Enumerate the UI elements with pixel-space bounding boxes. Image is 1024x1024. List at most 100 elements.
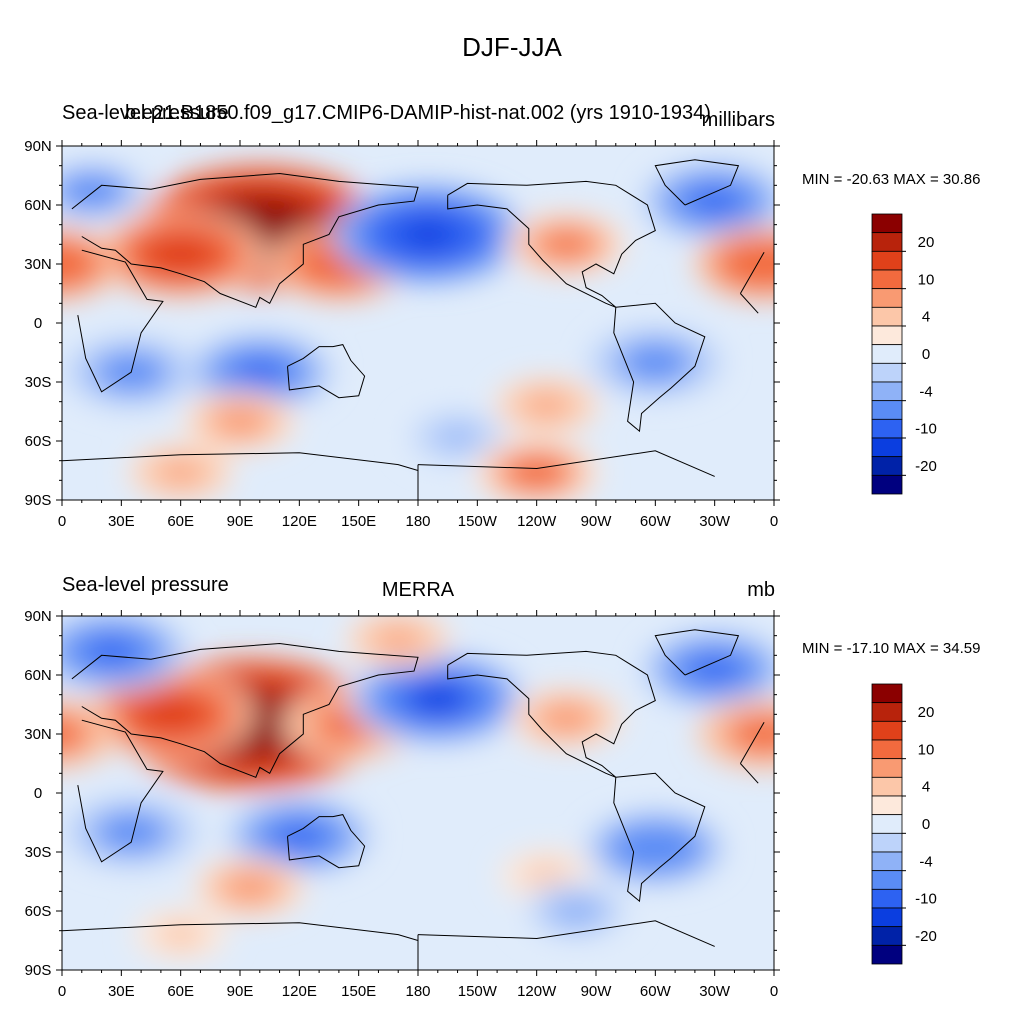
anomaly-contour-wrap-6-2 <box>62 717 84 751</box>
anomaly-contour-13-1 <box>530 866 563 885</box>
anomaly-contour-11-1 <box>529 395 564 416</box>
colorbar-label: -20 <box>915 928 937 945</box>
anomaly-contour-15-1 <box>164 925 197 944</box>
colorbar-label: 10 <box>918 741 935 758</box>
colorbar-box <box>871 851 903 872</box>
colorbar-box <box>871 306 903 327</box>
coastline-0-1 <box>77 719 164 863</box>
colorbar-box <box>871 888 903 909</box>
anomaly-contour-9-1 <box>635 351 676 374</box>
x-tick-label: 0 <box>58 983 66 1000</box>
colorbar-box <box>871 944 903 965</box>
x-tick-label: 60E <box>167 513 194 530</box>
colorbar-box <box>871 418 903 439</box>
anomaly-contour-9-1 <box>278 824 321 848</box>
coastline-3-0 <box>447 650 656 778</box>
colorbar-box <box>871 250 903 271</box>
coastline-0-0 <box>739 251 765 294</box>
anomaly-contour-1-1 <box>157 241 204 267</box>
anomaly-contour-15-1 <box>72 180 111 202</box>
coastline-4-0 <box>613 302 706 433</box>
slp-field <box>62 616 774 970</box>
anomaly-contour-5-1 <box>547 233 585 255</box>
y-tick-label: 0 <box>34 785 42 802</box>
anomaly-contour-3-1 <box>402 220 454 249</box>
colorbar-box <box>871 683 903 704</box>
colorbar-box <box>871 437 903 458</box>
coastline-5-0 <box>654 159 740 206</box>
anomaly-contour-12-1 <box>232 877 268 898</box>
colorbar-label: -10 <box>915 421 937 438</box>
y-tick-label: 60S <box>25 903 52 920</box>
panel1-map: 0 30E 60E 90E 120E 150E 180 150W 120W 90W 60W 30W 09… <box>24 138 937 530</box>
coastline-6-1 <box>62 922 419 970</box>
anomaly-contour-4-1 <box>693 189 736 213</box>
coastline-6-0 <box>417 920 715 947</box>
colorbar-box <box>871 325 903 346</box>
coastline-1-3 <box>71 642 419 778</box>
coastline-3-0 <box>447 180 656 308</box>
x-tick-label: 30E <box>108 513 135 530</box>
colorbar-box <box>871 702 903 722</box>
y-tick-label: 30S <box>25 374 52 391</box>
y-tick-label: 30S <box>25 844 52 861</box>
coastline-0-1 <box>77 249 164 393</box>
panel2-map: 0 30E 60E 90E 120E 150E 180 150W 120W 90W 60W 30W 09… <box>24 608 937 1000</box>
colorbar-box <box>871 213 903 234</box>
x-tick-label: 60W <box>640 983 672 1000</box>
anomaly-contour-wrap-6-2 <box>62 247 85 281</box>
colorbar-box <box>871 269 903 290</box>
x-tick-label: 90E <box>227 513 254 530</box>
coastline-6-1 <box>62 452 419 500</box>
colorbar: 20 10 4 0 -4 -10 -20 <box>871 213 937 495</box>
anomaly-contour-wrap-6-1 <box>62 724 72 744</box>
x-tick-label: 180 <box>405 983 430 1000</box>
anomaly-contour-5-1 <box>548 708 585 729</box>
anomaly-contour-11-1 <box>634 836 676 860</box>
x-tick-label: 0 <box>770 513 778 530</box>
colorbar-box <box>871 907 903 928</box>
colorbar-box <box>871 795 903 816</box>
x-tick-label: 120E <box>282 983 317 1000</box>
x-tick-label: 180 <box>405 513 430 530</box>
panel1-minmax-label: MIN = -20.63 MAX = 30.86 <box>802 171 981 188</box>
coastline-0-0 <box>739 721 765 764</box>
y-tick-label: 0 <box>34 315 42 332</box>
x-tick-label: 90W <box>581 513 613 530</box>
x-tick-label: 120W <box>517 983 557 1000</box>
colorbar-box <box>871 344 903 364</box>
x-tick-label: 150W <box>458 513 498 530</box>
colorbar-label: 0 <box>922 816 930 833</box>
anomaly-contour-6-1 <box>744 722 774 746</box>
colorbar: 20 10 4 0 -4 -10 -20 <box>871 683 937 965</box>
anomaly-contour-1-1 <box>147 701 194 728</box>
y-tick-label: 60N <box>24 667 52 684</box>
x-tick-label: 90W <box>581 983 613 1000</box>
colorbar-label: -10 <box>915 891 937 908</box>
anomaly-contour-13-1 <box>517 461 556 484</box>
coastline-2-0 <box>287 344 366 399</box>
colorbar-box <box>871 926 903 946</box>
colorbar-box <box>871 758 903 778</box>
colorbar-box <box>871 474 903 495</box>
colorbar-label: 4 <box>922 779 930 796</box>
colorbar-box <box>871 400 903 420</box>
anomaly-contour-8-1 <box>381 629 416 650</box>
x-tick-label: 150E <box>341 513 376 530</box>
coastline-1-3 <box>71 172 419 308</box>
anomaly-contour-wrap-6-1 <box>62 254 73 274</box>
x-tick-label: 90E <box>227 983 254 1000</box>
y-tick-label: 90S <box>25 492 52 509</box>
coastline-5-0 <box>654 629 740 676</box>
x-tick-label: 150E <box>341 983 376 1000</box>
anomaly-contour-7-1 <box>238 360 281 384</box>
y-tick-label: 60N <box>24 197 52 214</box>
panel2-minmax-label: MIN = -17.10 MAX = 34.59 <box>802 640 981 657</box>
anomaly-contour-10-1 <box>111 821 151 844</box>
y-tick-label: 30N <box>24 726 52 743</box>
panel1-case-label: b.e21.B1850.f09_g17.CMIP6-DAMIP-hist-nat… <box>125 102 711 124</box>
colorbar-box <box>871 776 903 797</box>
coastline-6-0 <box>417 450 715 477</box>
anomaly-contour-12-1 <box>440 427 475 447</box>
anomaly-contour-14-1 <box>558 900 595 922</box>
